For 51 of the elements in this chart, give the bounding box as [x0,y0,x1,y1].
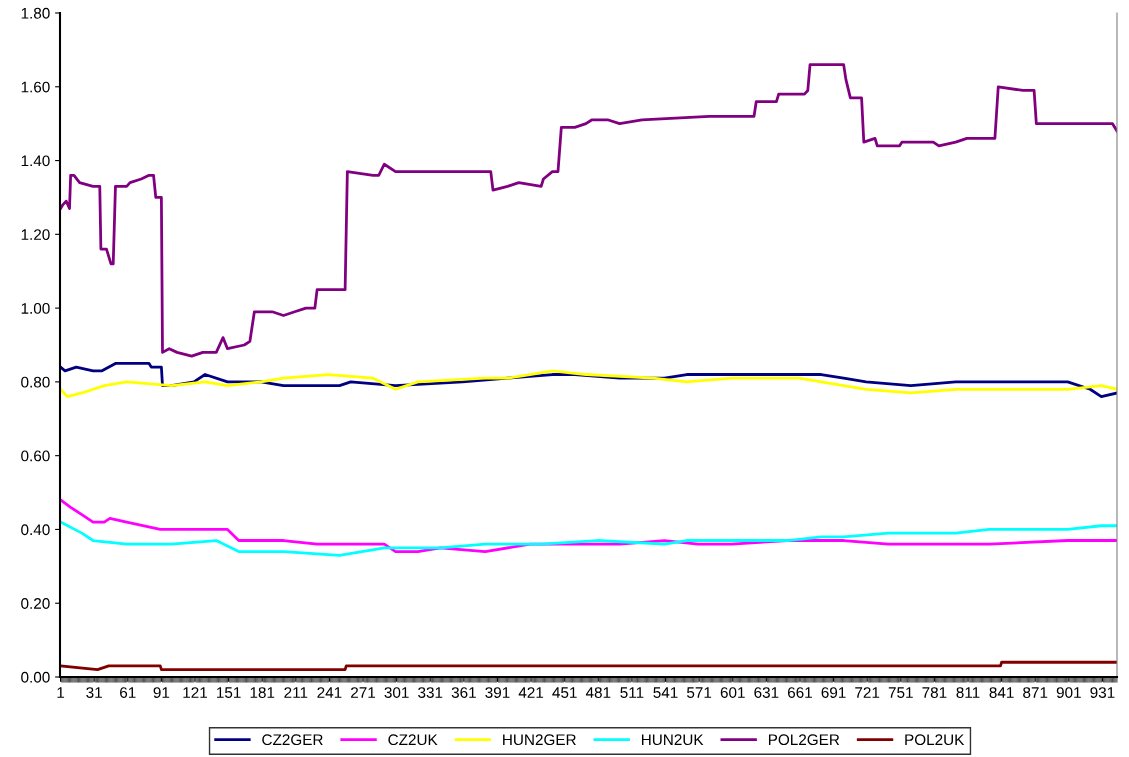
legend-label: POL2GER [768,734,840,746]
x-tick-label: 841 [989,687,1014,698]
legend-label: POL2UK [905,734,965,746]
x-tick-label: 661 [787,687,812,698]
legend-label: HUN2UK [641,734,704,746]
x-tick-label: 241 [317,687,342,698]
x-tick-label: 181 [250,687,275,698]
x-tick-label: 931 [1090,687,1115,698]
x-tick-label: 421 [518,687,544,698]
x-tick-label: 361 [451,687,476,698]
y-tick-label: 0.60 [21,450,50,462]
x-tick-label: 481 [585,687,611,698]
y-tick-label: 1.80 [21,7,50,19]
x-tick-label: 871 [1023,687,1048,698]
x-tick-label: 301 [384,687,409,698]
x-tick-label: 901 [1056,687,1081,698]
x-tick-label: 31 [86,687,102,698]
legend-label: HUN2GER [503,734,576,746]
x-tick-label: 511 [620,687,644,698]
x-tick-label: 451 [552,687,577,698]
line-series [60,520,1117,557]
y-tick-label: 0.20 [21,598,50,609]
y-tick-label: 1.20 [21,229,50,241]
x-tick-label: 151 [217,687,241,698]
x-tick-label: 751 [888,687,913,698]
x-tick-label: 811 [956,687,980,698]
x-tick-label: 601 [720,687,745,698]
y-tick-label: 0.80 [21,376,50,388]
legend-label: CZ2UK [388,734,438,746]
legend-label: CZ2GER [262,734,323,746]
x-tick-label: 1 [57,687,65,698]
y-tick-label: 0.40 [21,524,50,536]
x-tick-label: 721 [855,687,880,698]
x-tick-label: 571 [687,687,712,698]
x-tick-label: 121 [183,687,207,698]
x-tick-label: 391 [485,687,510,698]
line-series [60,369,1117,399]
x-tick-label: 541 [653,687,678,698]
x-tick-label: 331 [418,687,443,698]
x-tick-label: 691 [821,687,846,698]
y-tick-label: 1.60 [21,81,50,93]
y-tick-label: 0.00 [21,671,50,683]
x-tick-label: 91 [153,687,170,698]
line-series [60,63,1117,358]
x-tick-label: 631 [754,687,779,698]
x-tick-label: 211 [284,687,308,698]
y-tick-label: 1.40 [21,155,50,167]
x-tick-label: 781 [922,687,947,698]
y-tick-label: 1.00 [21,302,50,314]
x-tick-label: 271 [351,687,376,698]
x-tick-label: 61 [120,687,136,698]
